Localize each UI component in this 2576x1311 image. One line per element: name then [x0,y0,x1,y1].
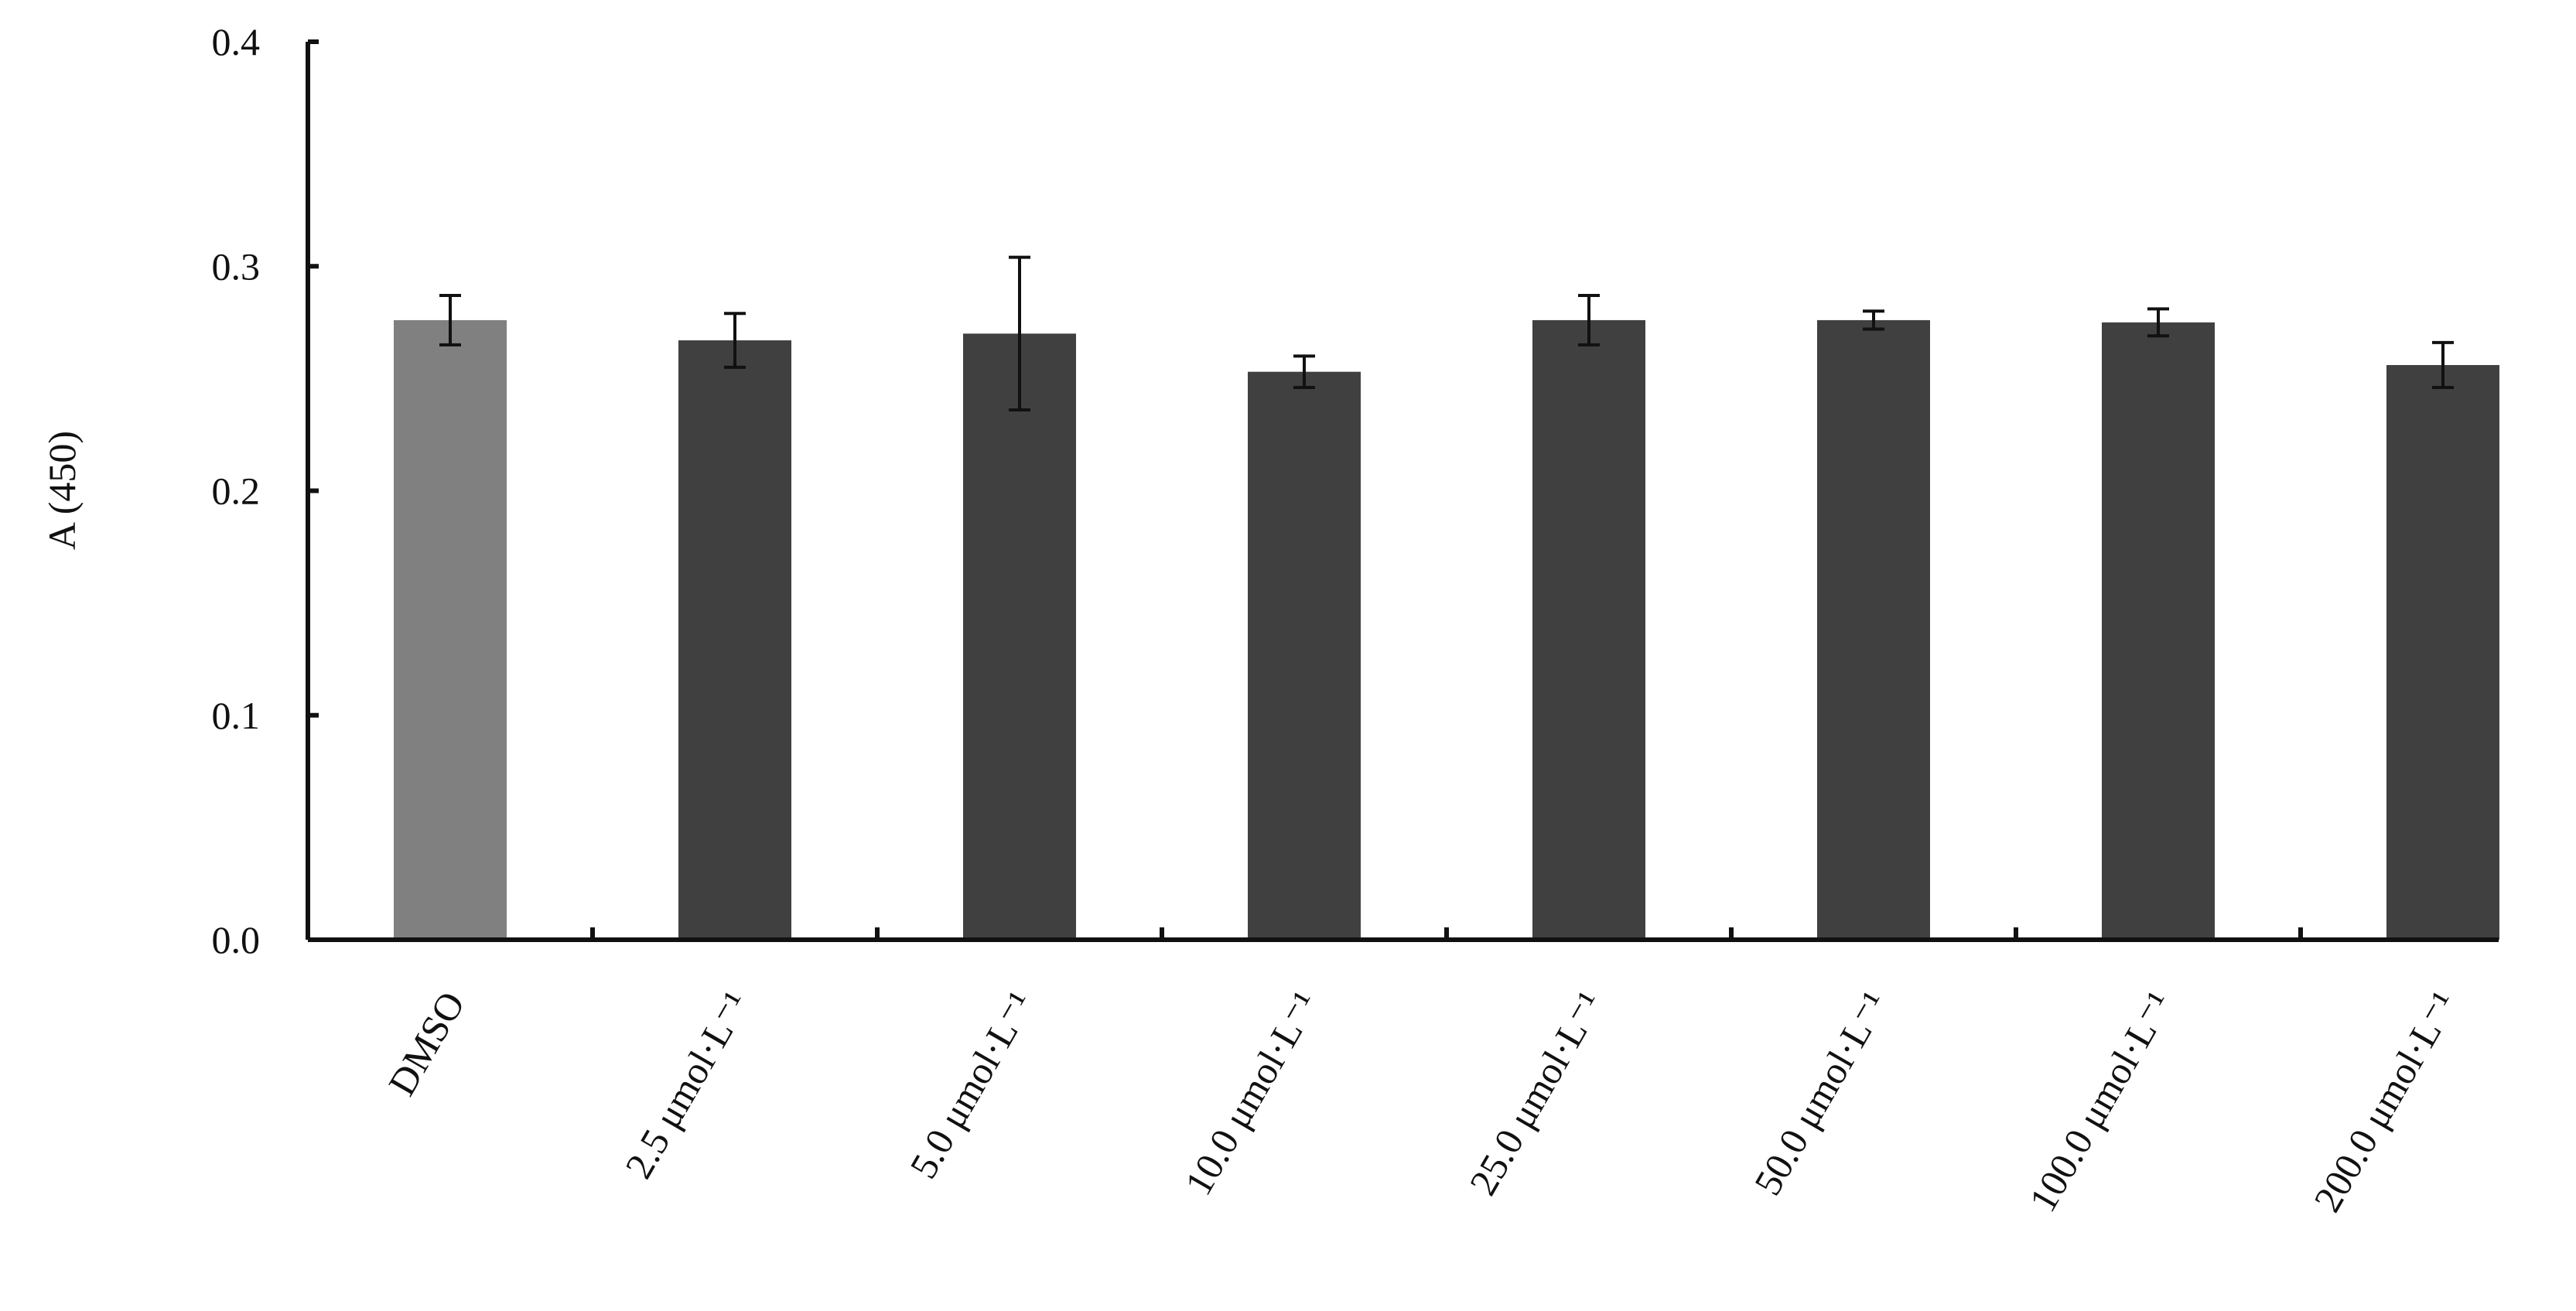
bar [678,340,791,941]
bar [1248,371,1361,941]
bar [1532,319,1645,940]
y-tick-label: 0.4 [212,20,261,63]
x-tick-label: 25.0 μmol·L⁻¹ [1461,985,1611,1203]
y-tick-label: 0.3 [212,244,261,288]
error-bar [724,312,746,369]
bar [2386,364,2499,941]
error-bar [1293,354,1315,389]
bar [1817,319,1930,940]
x-tick-label: 2.5 μmol·L⁻¹ [617,985,758,1186]
error-bar [1863,309,1884,331]
error-bar [2432,340,2454,389]
x-tick-label: 5.0 μmol·L⁻¹ [901,985,1043,1186]
x-tick-label: 10.0 μmol·L⁻¹ [1176,985,1327,1203]
bar [2102,322,2215,940]
x-tick-label: 50.0 μmol·L⁻¹ [1745,985,1896,1203]
x-tick-label: 100.0 μmol·L⁻¹ [2021,985,2181,1220]
x-tick-label: 200.0 μmol·L⁻¹ [2305,985,2466,1220]
error-bar [439,293,461,347]
x-tick-label: DMSO [380,985,473,1103]
bar [963,333,1076,940]
bar [394,319,507,940]
error-bar [1009,255,1030,412]
y-tick-label: 0.2 [212,469,261,513]
error-bar [2147,307,2169,338]
y-tick-label: 0.1 [212,694,261,737]
y-axis-label: A (450) [40,431,84,550]
error-bar [1578,293,1600,347]
y-tick-label: 0.0 [212,918,261,961]
